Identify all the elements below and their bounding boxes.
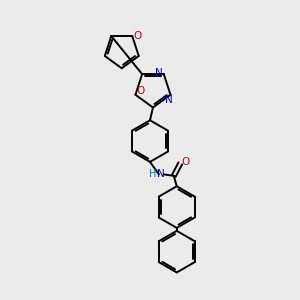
Text: H: H (148, 169, 156, 179)
Text: O: O (136, 86, 145, 96)
Text: O: O (182, 158, 190, 167)
Text: N: N (154, 68, 162, 78)
Text: N: N (158, 169, 165, 179)
Text: N: N (165, 95, 173, 105)
Text: O: O (133, 31, 141, 41)
